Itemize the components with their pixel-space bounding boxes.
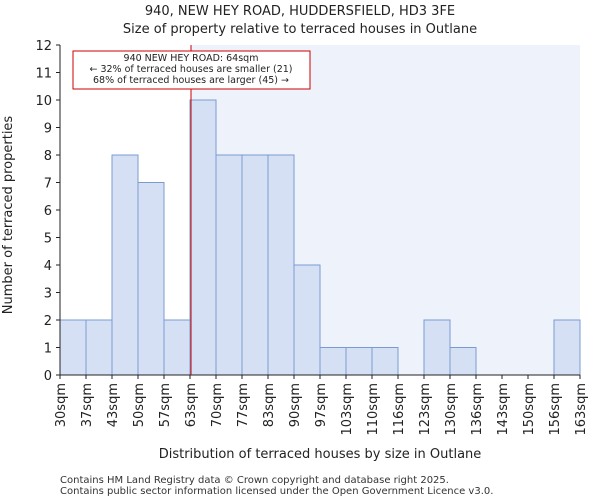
y-tick-label: 6	[44, 204, 52, 219]
y-tick-label: 12	[35, 39, 52, 54]
x-tick-label: 156sqm	[548, 383, 563, 436]
annotation-text-2: ← 32% of terraced houses are smaller (21…	[89, 64, 292, 75]
x-tick-label: 90sqm	[288, 383, 303, 427]
x-tick-label: 30sqm	[54, 383, 69, 427]
histogram-bar	[293, 264, 321, 376]
x-tick-label: 123sqm	[418, 383, 433, 436]
x-axis-label: Distribution of terraced houses by size …	[159, 447, 482, 462]
y-tick-label: 2	[44, 314, 52, 329]
y-tick-label: 1	[44, 342, 52, 357]
x-tick-label: 136sqm	[470, 383, 485, 436]
x-tick-label: 110sqm	[366, 383, 381, 436]
y-tick-label: 8	[44, 149, 52, 164]
y-tick-label: 3	[44, 287, 52, 302]
y-tick-label: 9	[44, 122, 52, 137]
histogram-bar	[371, 347, 399, 376]
histogram-bar	[189, 99, 217, 376]
histogram-bar	[319, 347, 347, 376]
x-tick-label: 70sqm	[210, 383, 225, 427]
x-tick-label: 97sqm	[314, 383, 329, 427]
histogram-bar	[423, 319, 451, 376]
footer-line-2: Contains public sector information licen…	[60, 486, 493, 497]
chart-subtitle: Size of property relative to terraced ho…	[123, 22, 477, 37]
histogram-bar	[59, 319, 87, 376]
x-tick-label: 43sqm	[106, 383, 121, 427]
x-tick-label: 163sqm	[574, 383, 589, 436]
y-tick-label: 11	[35, 67, 52, 82]
x-tick-label: 116sqm	[392, 383, 407, 436]
annotation-box	[72, 50, 311, 90]
x-tick-label: 83sqm	[262, 383, 277, 427]
x-tick-label: 77sqm	[236, 383, 251, 427]
y-axis-label: Number of terraced properties	[1, 116, 16, 315]
x-tick-label: 103sqm	[340, 383, 355, 436]
footer-line-1: Contains HM Land Registry data © Crown c…	[60, 475, 449, 486]
chart-title: 940, NEW HEY ROAD, HUDDERSFIELD, HD3 3FE	[145, 4, 455, 19]
x-tick-label: 63sqm	[184, 383, 199, 427]
y-tick-label: 5	[44, 232, 52, 247]
y-tick-label: 0	[44, 369, 52, 384]
histogram-bar	[163, 319, 191, 376]
histogram-bar	[449, 347, 477, 376]
histogram-bar	[137, 182, 165, 376]
histogram-bar	[553, 319, 581, 376]
y-tick-label: 4	[44, 259, 52, 274]
x-tick-label: 143sqm	[496, 383, 511, 436]
x-tick-label: 150sqm	[522, 383, 537, 436]
x-tick-label: 37sqm	[80, 383, 95, 427]
y-tick-label: 7	[44, 177, 52, 192]
x-tick-label: 130sqm	[444, 383, 459, 436]
histogram-bar	[215, 154, 243, 376]
histogram-bar	[267, 154, 295, 376]
histogram-bar	[345, 347, 373, 376]
annotation-text-1: 940 NEW HEY ROAD: 64sqm	[124, 53, 259, 64]
histogram-bar	[111, 154, 139, 376]
histogram-bar	[85, 319, 113, 376]
x-tick-label: 57sqm	[158, 383, 173, 427]
annotation-text-3: 68% of terraced houses are larger (45) →	[93, 75, 289, 86]
x-tick-label: 50sqm	[132, 383, 147, 427]
y-tick-label: 10	[35, 94, 52, 109]
histogram-bar	[241, 154, 269, 376]
